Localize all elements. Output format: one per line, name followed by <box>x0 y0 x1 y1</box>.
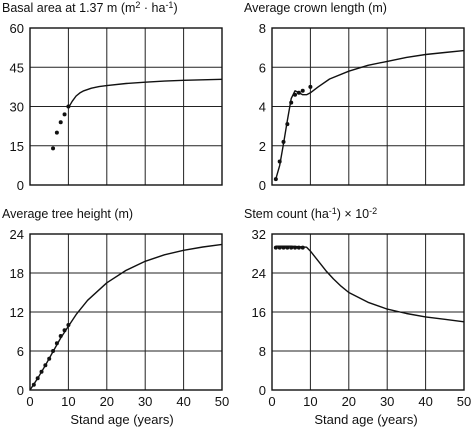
x-tick-label: 20 <box>100 394 114 409</box>
observed-point <box>54 341 59 346</box>
y-tick-label: 2 <box>259 139 266 154</box>
observed-point <box>273 245 278 250</box>
y-tick-label: 4 <box>259 100 266 115</box>
panel-basal-area: Basal area at 1.37 m (m2 · ha-1) 0 15 30 45… <box>2 0 223 193</box>
x-tick-labels: 0 10 20 30 40 50 <box>268 394 471 409</box>
x-tick-labels: 0 10 20 30 40 50 <box>26 394 229 409</box>
x-axis-label: Stand age (years) <box>70 412 173 427</box>
y-tick-label: 18 <box>10 266 24 281</box>
fitted-curve <box>29 243 223 391</box>
x-tick-label: 40 <box>418 394 432 409</box>
observed-point <box>66 323 71 327</box>
observed-point <box>39 369 44 374</box>
observed-point <box>281 139 286 144</box>
y-tick-label: 60 <box>10 21 24 36</box>
observed-point <box>277 245 282 250</box>
x-tick-label: 30 <box>380 394 394 409</box>
observed-point <box>31 382 36 387</box>
panel-title: Average tree height (m) <box>2 207 133 221</box>
grid <box>272 28 464 185</box>
fitted-curve <box>275 49 465 180</box>
x-tick-label: 30 <box>138 394 152 409</box>
y-tick-label: 30 <box>10 100 24 115</box>
y-tick-labels: 0 8 16 24 32 <box>252 227 266 398</box>
panel-crown-length: Average crown length (m) 0 2 4 6 8 <box>244 1 465 193</box>
grid <box>272 234 464 390</box>
y-tick-label: 0 <box>259 178 266 193</box>
observed-point <box>300 245 305 250</box>
y-tick-label: 8 <box>259 344 266 359</box>
observed-point <box>47 356 52 361</box>
x-tick-label: 50 <box>215 394 229 409</box>
y-tick-label: 15 <box>10 139 24 154</box>
y-tick-labels: 0 2 4 6 8 <box>259 21 266 193</box>
observed-point <box>66 104 71 109</box>
grid <box>30 234 222 390</box>
observed-point <box>58 120 63 125</box>
panel-title: Stem count (ha-1) × 10-2 <box>244 206 377 221</box>
panel-tree-height: Average tree height (m) 0 6 12 18 24 0 10 20 30… <box>2 207 229 427</box>
series-group <box>273 49 465 182</box>
plot-frame <box>271 233 465 391</box>
y-tick-label: 12 <box>10 305 24 320</box>
series-group <box>51 78 223 151</box>
series-group <box>29 243 223 391</box>
y-tick-labels: 0 15 30 45 60 <box>10 21 24 193</box>
x-tick-label: 10 <box>61 394 75 409</box>
fitted-curve <box>67 78 223 109</box>
y-tick-label: 32 <box>252 227 266 242</box>
fitted-curve <box>275 245 465 323</box>
observed-point <box>43 363 48 368</box>
y-tick-label: 0 <box>259 383 266 398</box>
observed-point <box>62 328 67 333</box>
observed-point <box>58 334 63 339</box>
y-tick-label: 6 <box>17 344 24 359</box>
plot-frame <box>29 233 223 391</box>
y-tick-label: 16 <box>252 305 266 320</box>
plot-frame <box>271 27 465 186</box>
x-tick-label: 0 <box>26 394 33 409</box>
observed-point <box>62 112 67 117</box>
x-tick-label: 20 <box>342 394 356 409</box>
observed-point <box>285 245 290 250</box>
x-tick-label: 50 <box>457 394 471 409</box>
observed-point <box>54 130 59 135</box>
y-tick-label: 0 <box>17 178 24 193</box>
observed-point <box>51 146 56 151</box>
observed-point <box>277 159 282 164</box>
x-tick-label: 0 <box>268 394 275 409</box>
observed-point <box>293 245 298 250</box>
observed-point <box>51 349 56 353</box>
series-group <box>273 245 465 323</box>
x-tick-label: 40 <box>176 394 190 409</box>
y-tick-label: 6 <box>259 60 266 75</box>
panel-title: Average crown length (m) <box>244 1 387 15</box>
x-tick-label: 10 <box>303 394 317 409</box>
observed-point <box>35 376 40 381</box>
observed-point <box>300 88 305 93</box>
x-axis-label: Stand age (years) <box>314 412 417 427</box>
plot-frame <box>29 27 223 186</box>
observed-point <box>281 245 286 250</box>
observed-point <box>289 100 294 105</box>
observed-point <box>285 122 290 127</box>
panel-title: Basal area at 1.37 m (m2 · ha-1) <box>2 0 178 15</box>
observed-point <box>293 92 298 97</box>
observed-point <box>273 177 278 182</box>
grid <box>30 28 222 185</box>
observed-point <box>289 245 294 250</box>
y-tick-label: 0 <box>17 383 24 398</box>
panel-stem-count: Stem count (ha-1) × 10-2 0 8 16 24 32 0 10 20 3… <box>244 206 471 427</box>
observed-point <box>296 90 301 95</box>
y-tick-label: 45 <box>10 60 24 75</box>
observed-point <box>308 84 313 89</box>
observed-point <box>296 245 301 250</box>
y-tick-label: 8 <box>259 21 266 36</box>
y-tick-label: 24 <box>252 266 266 281</box>
y-tick-label: 24 <box>10 227 24 242</box>
y-tick-labels: 0 6 12 18 24 <box>10 227 24 398</box>
